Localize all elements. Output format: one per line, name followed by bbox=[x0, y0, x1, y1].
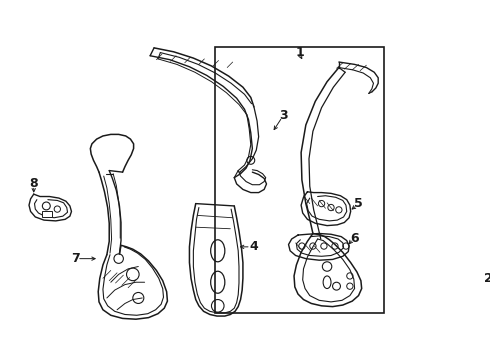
Text: 8: 8 bbox=[29, 177, 38, 190]
Text: 4: 4 bbox=[249, 240, 258, 253]
Text: 3: 3 bbox=[279, 109, 288, 122]
Text: 2: 2 bbox=[484, 272, 490, 285]
Bar bbox=[42, 211, 52, 217]
Text: 5: 5 bbox=[354, 197, 363, 210]
Text: 1: 1 bbox=[295, 46, 304, 59]
Text: 6: 6 bbox=[350, 233, 359, 246]
Bar bbox=[215, 47, 384, 313]
Text: 7: 7 bbox=[71, 252, 80, 265]
